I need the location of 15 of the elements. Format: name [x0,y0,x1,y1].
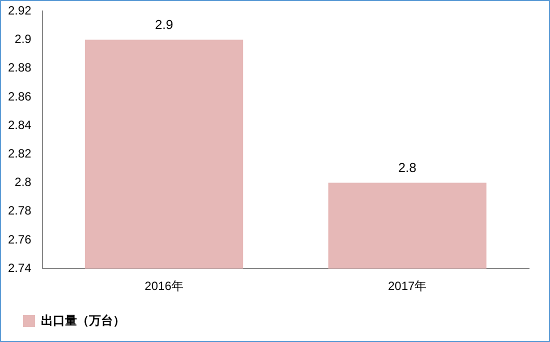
y-tick-label: 2.86 [8,89,32,104]
x-tick-label: 2016年 [144,279,184,294]
y-tick-label: 2.84 [8,118,32,132]
y-tick-label: 2.92 [8,4,32,18]
y-tick-label: 2.74 [8,260,32,275]
data-label: 2.9 [154,16,174,32]
y-tick-label: 2.78 [8,204,32,218]
y-tick-label: 2.8 [14,175,32,190]
data-label: 2.8 [398,160,416,175]
y-tick-label: 2.9 [14,32,32,46]
y-tick-label: 2.76 [8,232,32,246]
y-tick-label: 2.88 [8,60,32,75]
x-tick-label: 2017年 [388,279,427,294]
y-tick-label: 2.82 [8,146,32,161]
legend-label: 出口量（万台） [41,313,125,328]
